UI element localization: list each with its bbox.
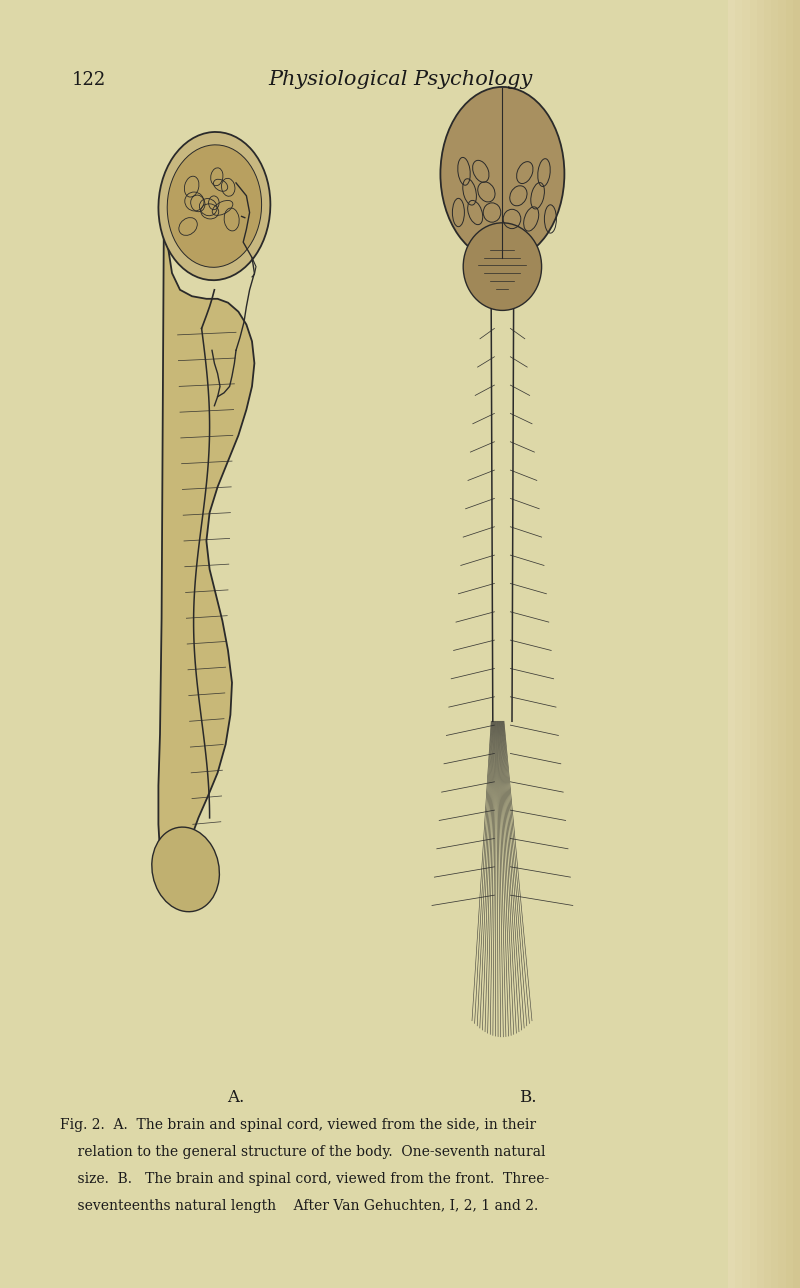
Text: B.: B.	[519, 1088, 537, 1106]
Bar	[793, 0, 800, 1288]
Ellipse shape	[167, 144, 262, 268]
Ellipse shape	[152, 827, 219, 912]
Bar	[750, 0, 757, 1288]
Text: size.  B.   The brain and spinal cord, viewed from the front.  Three-: size. B. The brain and spinal cord, view…	[60, 1172, 550, 1186]
Text: relation to the general structure of the body.  One-seventh natural: relation to the general structure of the…	[60, 1145, 546, 1159]
Bar	[764, 0, 771, 1288]
Text: Fig. 2.  A.  The brain and spinal cord, viewed from the side, in their: Fig. 2. A. The brain and spinal cord, vi…	[60, 1118, 536, 1132]
Bar	[757, 0, 764, 1288]
Bar	[771, 0, 778, 1288]
Bar	[735, 0, 742, 1288]
Text: 122: 122	[72, 71, 106, 89]
Ellipse shape	[440, 88, 565, 261]
Text: seventeenths natural length    After Van Gehuchten, I, 2, 1 and 2.: seventeenths natural length After Van Ge…	[60, 1199, 538, 1213]
Text: Physiological Psychology: Physiological Psychology	[268, 71, 532, 89]
Ellipse shape	[463, 223, 542, 310]
Bar	[786, 0, 793, 1288]
Polygon shape	[158, 193, 254, 886]
Bar	[742, 0, 750, 1288]
Text: A.: A.	[227, 1088, 245, 1106]
Bar	[778, 0, 786, 1288]
Ellipse shape	[158, 131, 270, 281]
Bar	[728, 0, 735, 1288]
